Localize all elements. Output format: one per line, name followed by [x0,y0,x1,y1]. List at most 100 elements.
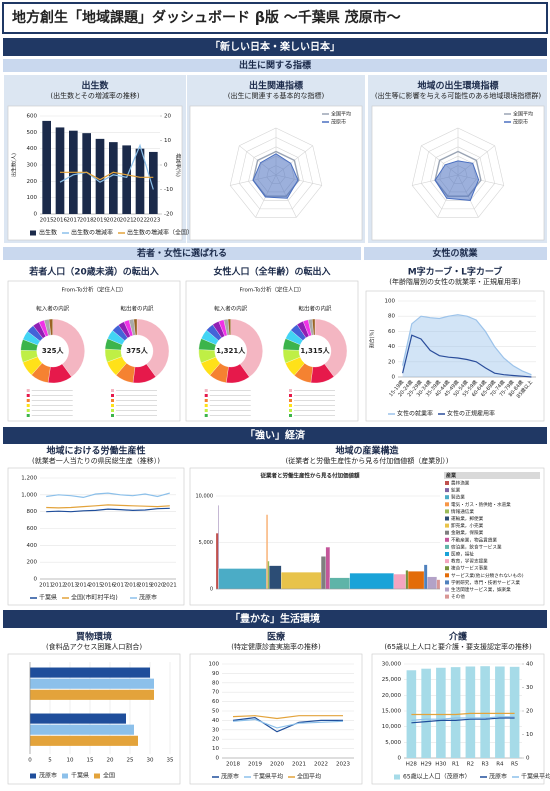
bar [122,145,131,214]
y2-tick-label: 30 [526,685,533,691]
mekko-block [269,565,282,590]
x-tick-label: 2023 [336,762,350,768]
subsection-title: 出生に関する指標 [239,59,311,71]
legend-label: 65歳以上人口（茂原市） [403,773,471,781]
y-tick-label: 100 [385,299,396,305]
legend-label: サービス業(他に分類されないもの) [451,572,524,579]
pie-title: 転出者の内訳 [120,305,154,313]
mekko-block [349,573,394,590]
legend-label: 運輸業，郵便業 [451,515,484,522]
section-band [3,427,547,444]
y-tick-label: 40 [212,718,219,724]
y-tick-label: 500 [27,130,38,136]
legend-label: 千葉県 [39,594,57,602]
y-tick-label: 30,000 [382,662,402,668]
legend-label: 医療，福祉 [451,551,474,558]
legend-label: 出生数 [39,229,57,237]
chart-title: 地域における労働生産性 [46,445,145,457]
legend-label: 複合サービス事業 [451,565,488,572]
x-tick-label: R2 [467,762,474,768]
y-tick-label: 25,000 [382,677,402,683]
y-tick-label: 30 [212,727,219,733]
legend-swatch [111,394,114,397]
y2-tick-label: 10 [526,732,533,738]
chart-title: 女性人口（全年齢）の転出入 [213,266,330,278]
x-tick-label: 2017 [113,583,127,589]
section-band [3,610,547,628]
chart-subtitle: (特定健康診査実施率の推移) [231,642,321,651]
chart-box [189,653,363,785]
subsection-title: 女性の就業 [432,247,478,259]
x-tick-label: 2015 [40,218,54,224]
grid-ring [248,146,304,201]
radar-area [434,160,480,201]
x-tick-label: 2021 [292,762,306,768]
legend-header [444,472,540,479]
x-tick-label: 5 [48,758,52,764]
x-tick-label: 2018 [80,218,94,224]
bar [135,148,145,214]
bar [465,666,476,758]
legend-swatch [26,404,30,407]
legend-label: 全国平均 [513,111,533,118]
x-tick-label: R5 [511,762,519,768]
grid-ring [239,137,313,210]
y-tick-label: 40 [388,344,395,350]
bar [509,666,520,758]
legend-swatch [445,552,449,556]
x-tick-label: 2015 [89,583,103,589]
mekko-block [218,568,267,590]
subsection-band [364,247,547,260]
pie-title: 転出者の内訳 [298,305,332,313]
section-title: 「強い」経済 [245,429,306,442]
y-tick-label: 10,000 [382,724,402,730]
legend-swatch [204,414,208,417]
legend-label: 茂原市 [513,119,528,126]
legend-swatch [445,573,449,578]
mekko-block [407,571,425,590]
y-tick-label: 20 [388,359,395,365]
x-tick-label: 35 [167,758,174,764]
header-box [2,2,548,34]
x-tick-label: 2021 [163,583,177,589]
subsection-band [3,247,361,260]
legend-label: 学術研究，専門・技術サービス業 [451,579,520,586]
donut-segment [48,318,53,336]
legend-swatch [289,409,292,412]
mekko-block [329,577,350,590]
y-tick-label: 300 [27,163,38,169]
x-tick-label: 15 [87,758,94,764]
chart-subtitle: (従業者と労働生産性から見る付加価値額（産業別）) [286,456,449,465]
y-tick-label: 5,000 [385,740,401,746]
y-axis-label: 割合(%) [369,330,376,349]
mekko-block [320,556,326,590]
y2-axis-label: 増減率(%) [175,153,182,177]
grid-ring [229,127,323,218]
y-tick-label: 60 [388,329,395,335]
legend-swatch [289,389,292,392]
mekko-block [281,572,322,590]
chart-title: 地域の出生環境指標 [417,80,498,92]
legend-label: 千葉県 [71,772,89,780]
legend-swatch [445,481,449,485]
legend-title: 産業 [446,472,457,479]
legend-label: 不動産業，物品賃貸業 [451,536,497,543]
line [411,712,515,716]
y-tick-label: 600 [27,526,38,532]
legend-swatch [30,773,36,779]
bar [30,713,126,724]
section-title: 「新しい日本・楽しい日本」 [210,40,340,53]
x-tick-label: R3 [481,762,489,768]
x-tick-label: 2019 [138,583,152,589]
legend-label: 全国平均 [331,111,351,118]
chart-title: 介護 [448,631,468,643]
legend-label: 鉱業 [451,487,461,494]
legend-swatch [62,773,68,779]
x-tick-label: 2022 [314,762,328,768]
line [59,143,154,190]
y-tick-label: 800 [27,509,38,515]
bar [30,667,150,678]
bar [149,151,158,214]
legend-swatch [445,502,449,507]
legend-label: 茂原市 [139,594,157,602]
